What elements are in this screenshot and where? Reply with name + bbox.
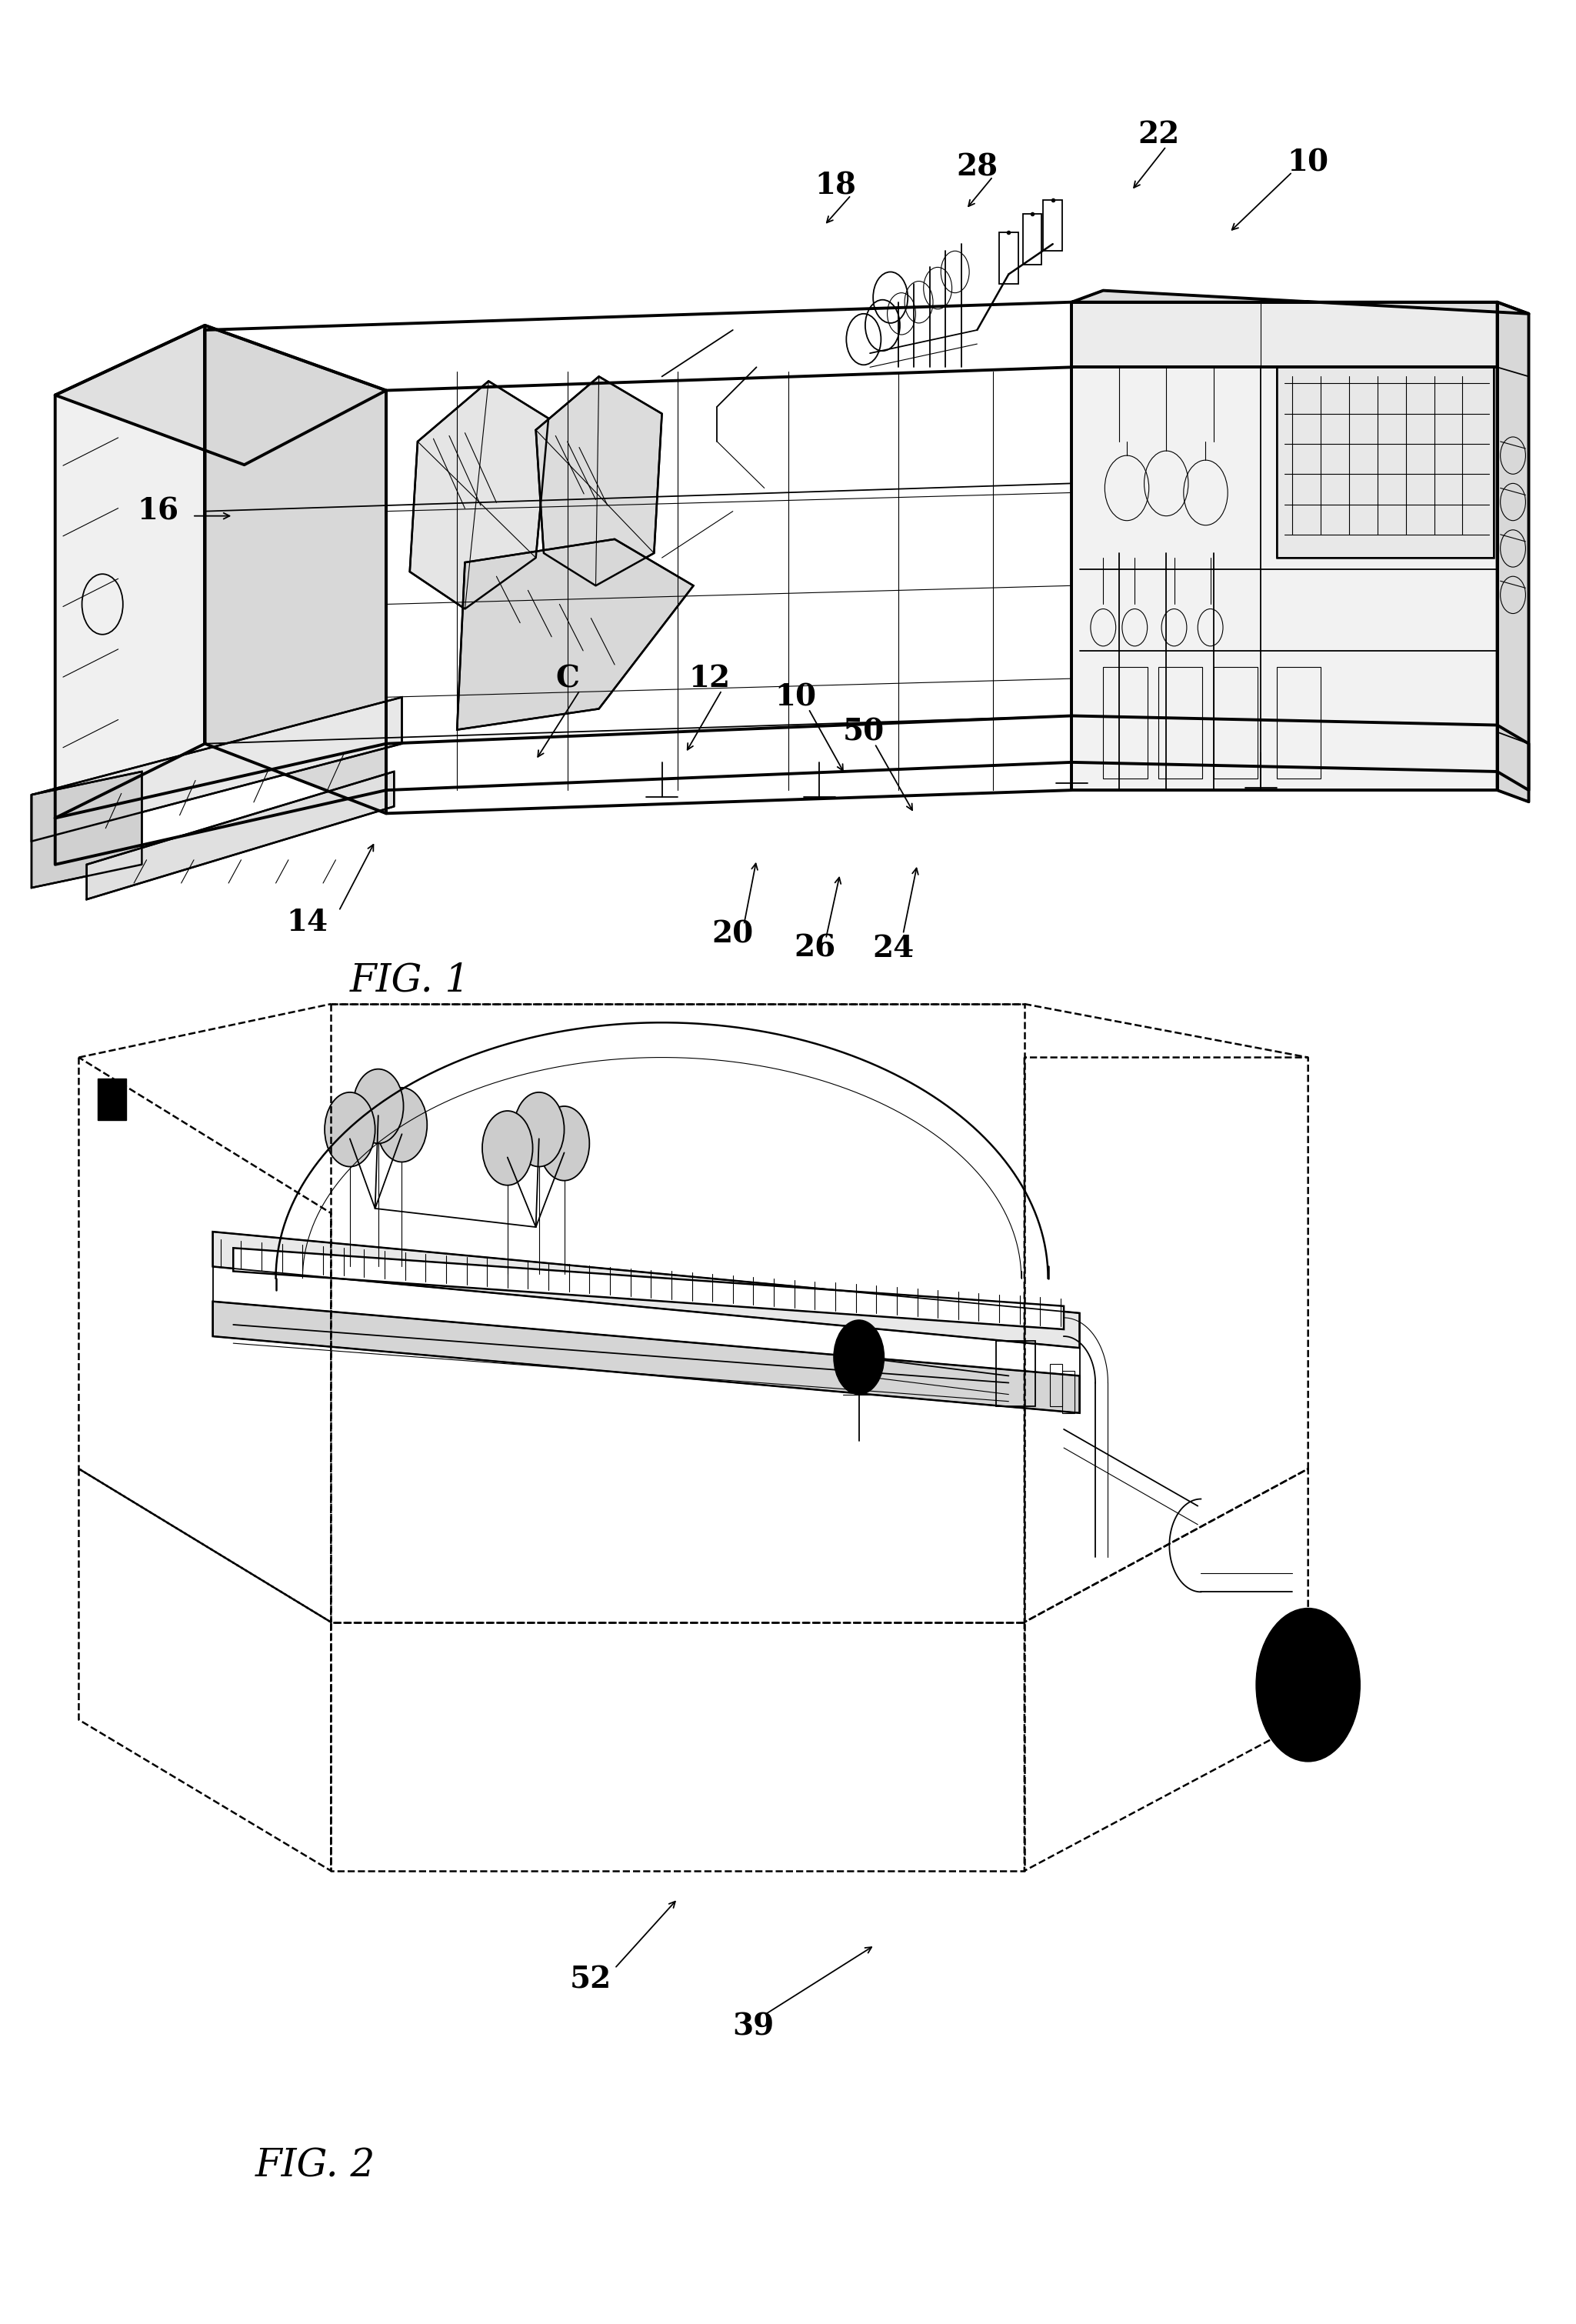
Bar	[999, 232, 1018, 284]
Polygon shape	[457, 539, 693, 730]
Text: 10: 10	[775, 683, 816, 711]
Polygon shape	[213, 1232, 1080, 1348]
Polygon shape	[32, 697, 402, 841]
Bar	[1023, 214, 1042, 265]
Text: 26: 26	[794, 934, 835, 962]
Text: 10: 10	[1288, 149, 1329, 177]
Text: 14: 14	[287, 909, 328, 937]
Text: 39: 39	[733, 2013, 774, 2040]
Circle shape	[1256, 1608, 1360, 1762]
Circle shape	[377, 1088, 427, 1162]
Polygon shape	[205, 325, 386, 813]
Bar	[1214, 667, 1258, 779]
Polygon shape	[1072, 290, 1529, 314]
Text: C: C	[555, 665, 580, 693]
Text: 50: 50	[843, 718, 884, 746]
Text: FIG. 2: FIG. 2	[255, 2147, 375, 2185]
Bar	[1043, 200, 1062, 251]
Polygon shape	[233, 1248, 1064, 1329]
Polygon shape	[87, 772, 394, 899]
Polygon shape	[213, 1301, 1080, 1413]
Bar	[98, 1078, 126, 1120]
Bar	[1050, 1364, 1062, 1406]
Bar	[996, 1341, 1035, 1406]
Polygon shape	[55, 325, 386, 465]
Text: 28: 28	[957, 153, 998, 181]
Circle shape	[539, 1106, 589, 1181]
Polygon shape	[1277, 367, 1494, 558]
Text: 22: 22	[1138, 121, 1179, 149]
Text: 24: 24	[873, 934, 914, 962]
Text: 16: 16	[137, 497, 178, 525]
Polygon shape	[55, 325, 205, 818]
Text: 18: 18	[815, 172, 856, 200]
Text: 12: 12	[689, 665, 730, 693]
Polygon shape	[536, 376, 662, 586]
Polygon shape	[1072, 367, 1497, 790]
Bar	[1158, 667, 1202, 779]
Polygon shape	[32, 772, 142, 888]
Circle shape	[353, 1069, 403, 1143]
Bar	[1062, 1371, 1075, 1413]
Text: 52: 52	[571, 1966, 611, 1994]
Polygon shape	[410, 381, 548, 609]
Circle shape	[514, 1092, 564, 1167]
Circle shape	[325, 1092, 375, 1167]
Bar	[1277, 667, 1321, 779]
Circle shape	[834, 1320, 884, 1394]
Text: 20: 20	[712, 920, 753, 948]
Bar	[1103, 667, 1147, 779]
Text: FIG. 1: FIG. 1	[350, 962, 470, 999]
Polygon shape	[1497, 302, 1529, 802]
Polygon shape	[1072, 302, 1497, 367]
Circle shape	[482, 1111, 533, 1185]
